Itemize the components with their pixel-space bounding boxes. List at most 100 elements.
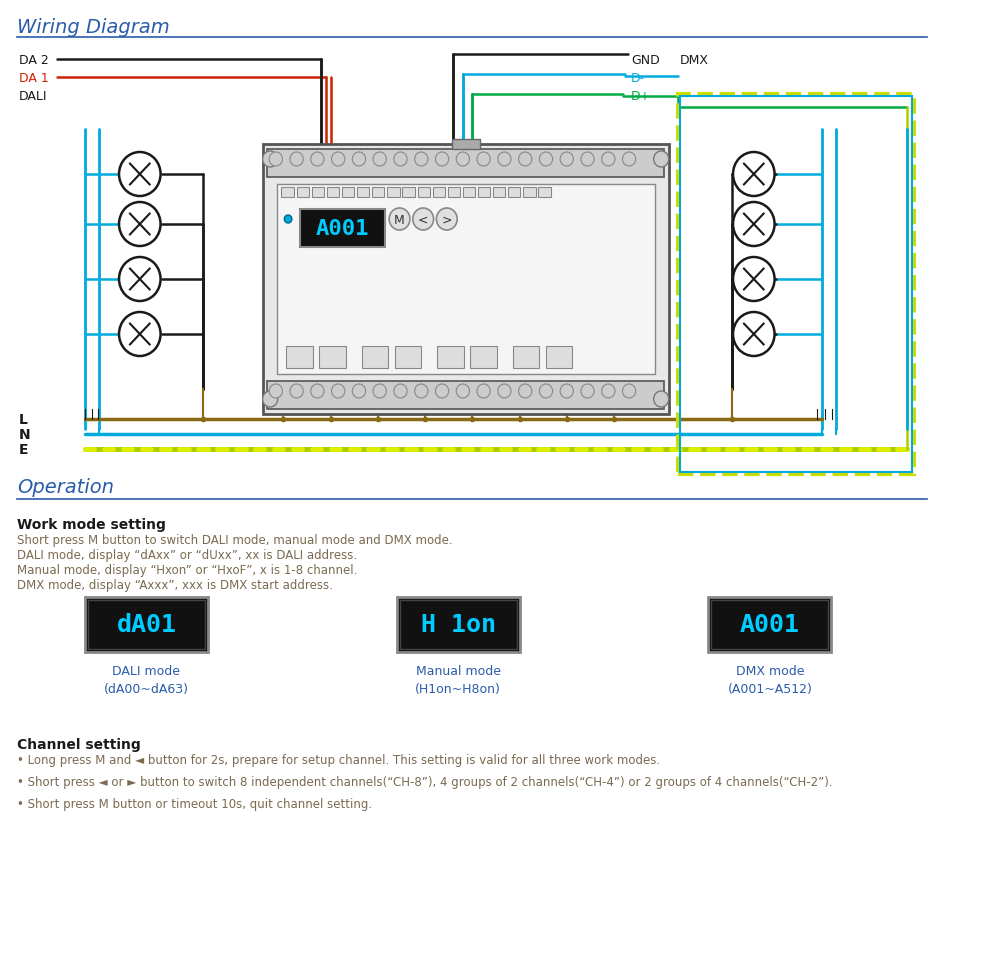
Circle shape	[601, 153, 615, 167]
Circle shape	[269, 153, 283, 167]
FancyBboxPatch shape	[448, 187, 460, 198]
FancyBboxPatch shape	[708, 598, 831, 653]
FancyBboxPatch shape	[268, 382, 664, 409]
FancyBboxPatch shape	[388, 187, 400, 198]
Text: Operation: Operation	[17, 478, 114, 497]
Circle shape	[457, 153, 470, 167]
Circle shape	[311, 153, 324, 167]
Text: DALI mode
(dA00~dA63): DALI mode (dA00~dA63)	[104, 664, 189, 695]
Circle shape	[477, 153, 491, 167]
Circle shape	[498, 384, 511, 399]
Text: A001: A001	[316, 219, 370, 238]
Text: DMX mode
(A001~A512): DMX mode (A001~A512)	[727, 664, 812, 695]
FancyBboxPatch shape	[418, 187, 430, 198]
Circle shape	[415, 384, 428, 399]
FancyBboxPatch shape	[463, 187, 476, 198]
Circle shape	[285, 216, 292, 224]
Circle shape	[413, 209, 434, 231]
Text: Manual mode
(H1on~H8on): Manual mode (H1on~H8on)	[416, 664, 501, 695]
Circle shape	[290, 384, 304, 399]
Text: M: M	[395, 213, 405, 226]
Text: Wiring Diagram: Wiring Diagram	[17, 18, 170, 37]
Circle shape	[622, 153, 635, 167]
FancyBboxPatch shape	[523, 187, 535, 198]
FancyBboxPatch shape	[342, 187, 355, 198]
Circle shape	[733, 312, 774, 357]
Circle shape	[733, 258, 774, 302]
FancyBboxPatch shape	[538, 187, 550, 198]
Text: DMX mode, display “Axxx”, xxx is DMX start address.: DMX mode, display “Axxx”, xxx is DMX sta…	[17, 579, 333, 591]
FancyBboxPatch shape	[320, 347, 346, 369]
Text: N: N	[19, 428, 31, 441]
Text: H 1on: H 1on	[421, 613, 496, 637]
Text: Short press M button to switch DALI mode, manual mode and DMX mode.: Short press M button to switch DALI mode…	[17, 533, 453, 547]
Circle shape	[581, 384, 594, 399]
Circle shape	[436, 384, 449, 399]
Text: D+: D+	[631, 90, 651, 104]
Circle shape	[119, 203, 161, 247]
Circle shape	[311, 384, 324, 399]
FancyBboxPatch shape	[301, 209, 386, 248]
Circle shape	[477, 384, 491, 399]
Circle shape	[373, 153, 387, 167]
FancyBboxPatch shape	[362, 347, 389, 369]
FancyBboxPatch shape	[478, 187, 491, 198]
Text: Manual mode, display “Hxon” or “HxoF”, x is 1-8 channel.: Manual mode, display “Hxon” or “HxoF”, x…	[17, 563, 358, 577]
Circle shape	[269, 384, 283, 399]
Circle shape	[539, 384, 552, 399]
Circle shape	[560, 384, 573, 399]
Text: DA 2: DA 2	[19, 54, 49, 66]
Text: DALI mode, display “dAxx” or “dUxx”, xx is DALI address.: DALI mode, display “dAxx” or “dUxx”, xx …	[17, 549, 357, 561]
Text: • Short press ◄ or ► button to switch 8 independent channels(“CH-8”), 4 groups o: • Short press ◄ or ► button to switch 8 …	[17, 776, 832, 788]
FancyBboxPatch shape	[438, 347, 464, 369]
Circle shape	[263, 152, 278, 168]
FancyBboxPatch shape	[286, 347, 313, 369]
Circle shape	[560, 153, 573, 167]
FancyBboxPatch shape	[471, 347, 497, 369]
Circle shape	[733, 153, 774, 197]
FancyBboxPatch shape	[452, 140, 480, 150]
FancyBboxPatch shape	[85, 598, 208, 653]
FancyBboxPatch shape	[546, 347, 572, 369]
Circle shape	[601, 384, 615, 399]
Text: A001: A001	[740, 613, 800, 637]
FancyBboxPatch shape	[395, 347, 422, 369]
Circle shape	[415, 153, 428, 167]
Circle shape	[457, 384, 470, 399]
FancyBboxPatch shape	[403, 187, 415, 198]
Circle shape	[373, 384, 387, 399]
Circle shape	[653, 391, 668, 407]
FancyBboxPatch shape	[373, 187, 385, 198]
Circle shape	[263, 391, 278, 407]
FancyBboxPatch shape	[282, 187, 294, 198]
Text: DA 1: DA 1	[19, 71, 49, 85]
Circle shape	[394, 384, 408, 399]
FancyBboxPatch shape	[433, 187, 445, 198]
Text: • Short press M button or timeout 10s, quit channel setting.: • Short press M button or timeout 10s, q…	[17, 798, 373, 810]
FancyBboxPatch shape	[263, 145, 668, 414]
Text: D-: D-	[631, 71, 645, 85]
FancyBboxPatch shape	[357, 187, 370, 198]
Circle shape	[539, 153, 552, 167]
FancyBboxPatch shape	[268, 150, 664, 178]
Circle shape	[437, 209, 458, 231]
FancyBboxPatch shape	[494, 187, 505, 198]
Circle shape	[518, 153, 531, 167]
Text: • Long press M and ◄ button for 2s, prepare for setup channel. This setting is v: • Long press M and ◄ button for 2s, prep…	[17, 753, 660, 766]
Circle shape	[119, 312, 161, 357]
Text: Channel setting: Channel setting	[17, 737, 141, 752]
Circle shape	[436, 153, 449, 167]
Text: DMX: DMX	[680, 54, 709, 66]
Circle shape	[119, 258, 161, 302]
FancyBboxPatch shape	[297, 187, 309, 198]
Circle shape	[518, 384, 531, 399]
Circle shape	[332, 384, 345, 399]
Circle shape	[390, 209, 410, 231]
Text: >: >	[442, 213, 452, 226]
Circle shape	[332, 153, 345, 167]
FancyBboxPatch shape	[277, 185, 654, 375]
Circle shape	[653, 152, 668, 168]
FancyBboxPatch shape	[312, 187, 324, 198]
Text: DALI: DALI	[19, 90, 47, 104]
FancyBboxPatch shape	[512, 347, 539, 369]
